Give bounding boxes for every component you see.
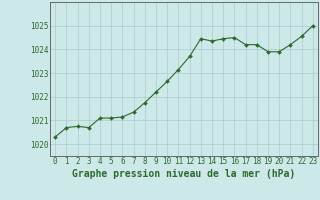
- X-axis label: Graphe pression niveau de la mer (hPa): Graphe pression niveau de la mer (hPa): [72, 169, 296, 179]
